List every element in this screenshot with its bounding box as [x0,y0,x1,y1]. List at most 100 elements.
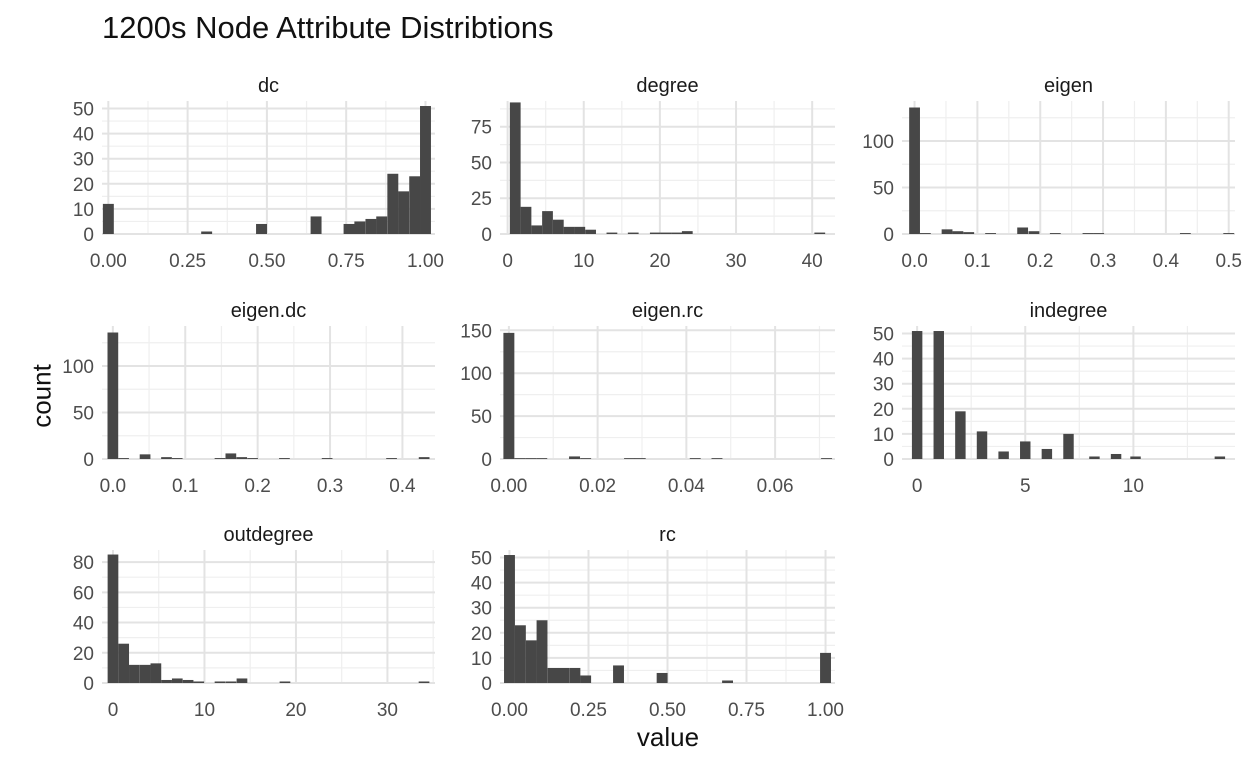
y-tick-label: 40 [73,125,94,146]
histogram-bar [343,223,355,234]
x-tick-label: 0 [912,476,923,497]
y-tick-label: 50 [471,407,492,428]
y-tick-label: 50 [471,153,492,174]
y-tick-label: 100 [460,364,492,385]
y-tick-label: 30 [73,150,94,171]
histogram-bar [814,232,826,234]
histogram-bar [279,458,290,459]
histogram-bar [247,458,258,459]
histogram-bar [580,458,592,459]
histogram-bar [107,332,119,459]
histogram-bar [236,678,248,683]
histogram-bar [1017,227,1029,234]
histogram-bar [514,458,526,459]
histogram-bar [107,554,119,683]
histogram-bar [520,206,532,234]
histogram-bar [201,231,213,234]
x-tick-label: 0.4 [389,476,416,497]
y-tick-label: 50 [73,403,94,424]
histogram-bar [547,667,559,683]
histogram-bar [420,106,431,234]
histogram-bar [256,223,267,234]
histogram-bar [536,620,548,683]
histogram-bar [321,458,333,459]
histogram-bar [193,681,205,683]
y-tick-label: 10 [471,649,492,670]
histogram-bar [606,232,618,234]
histogram-bar [660,232,672,234]
histogram-bar [820,652,831,683]
y-tick-label: 25 [471,189,492,210]
y-tick-label: 10 [73,200,94,221]
histogram-bar [1028,231,1040,234]
x-tick-label: 10 [573,251,594,272]
histogram-bar [129,664,140,683]
histogram-bar [976,431,988,459]
x-tick-label: 20 [285,700,306,721]
histogram-bar [689,458,701,459]
facet-strip-label: eigen [1044,75,1093,97]
histogram-bar [941,229,953,234]
y-tick-label: 40 [73,614,94,635]
x-tick-label: 40 [802,251,823,272]
histogram-bar [569,667,581,683]
y-tick-label: 20 [73,644,94,665]
x-tick-label: 0.3 [317,476,343,497]
histogram-bar [634,458,646,459]
y-tick-label: 50 [73,100,94,121]
facet-strip-label: indegree [1030,300,1108,322]
y-tick-label: 50 [873,325,894,346]
histogram-bar [558,667,570,683]
x-tick-label: 0.75 [728,700,765,721]
y-tick-label: 0 [83,450,94,471]
y-tick-label: 75 [471,118,492,139]
x-tick-label: 0.00 [491,700,528,721]
x-tick-label: 0.3 [1090,251,1116,272]
facet-strip-label: eigen.rc [632,300,703,322]
histogram-bar [933,331,944,459]
histogram-bar [563,226,575,234]
x-tick-label: 10 [1123,476,1144,497]
histogram-bar [681,231,693,234]
y-tick-label: 60 [73,583,94,604]
histogram-bar [376,216,388,234]
histogram-bar [536,458,548,459]
y-tick-label: 150 [460,321,492,342]
histogram-bar [613,665,624,683]
histogram-bar [952,231,964,234]
y-tick-label: 0 [83,674,94,695]
histogram-bar [514,625,526,683]
histogram-bar [1082,233,1094,234]
x-tick-label: 0.06 [757,476,794,497]
x-tick-label: 0.25 [169,251,206,272]
histogram-bar [1063,433,1074,459]
histogram-bar [214,458,226,459]
histogram-bar [525,458,537,459]
histogram-bar [398,191,410,234]
x-tick-label: 0.00 [490,476,527,497]
y-tick-label: 0 [883,450,894,471]
facet-dc: dc 0 10 20 30 40 50 0.00 0.25 0.50 0.75 1.00 [73,75,444,272]
histogram-bar [236,457,248,459]
y-tick-label: 0 [83,225,94,246]
y-tick-label: 20 [73,175,94,196]
y-tick-label: 40 [471,574,492,595]
x-tick-label: 1.00 [807,700,844,721]
histogram-bar [354,221,366,234]
facet-degree: degree 0 25 50 75 0 10 20 30 40 [471,75,835,272]
histogram-bar [963,232,975,234]
histogram-bar [504,555,515,683]
histogram-bar [552,219,564,234]
y-tick-label: 0 [481,674,492,695]
x-tick-label: 0.75 [328,251,365,272]
facet-strip-label: eigen.dc [231,300,307,322]
y-tick-label: 80 [73,553,94,574]
histogram-bar [387,173,399,234]
histogram-bar [955,411,966,459]
histogram-bar [161,679,172,683]
x-tick-label: 0.1 [964,251,990,272]
histogram-bar [503,332,515,459]
histogram-bar [1223,233,1235,234]
facet-indegree: indegree 0 10 20 30 40 50 0 5 10 [873,300,1235,497]
